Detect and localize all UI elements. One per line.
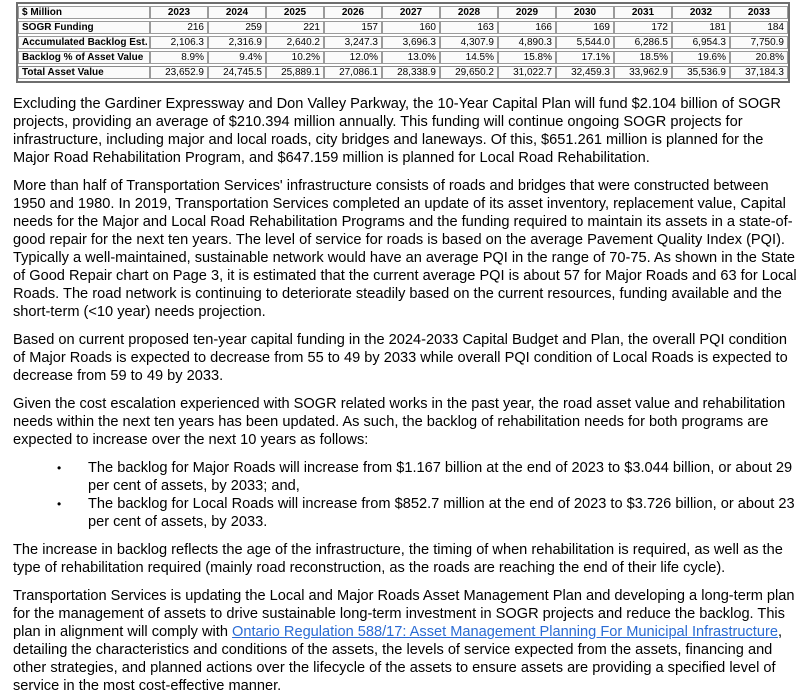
table-header-year: 2031 [614, 6, 672, 19]
bullet-icon: • [57, 461, 62, 475]
table-header-year: 2032 [672, 6, 730, 19]
table-cell: 7,750.9 [730, 36, 788, 49]
list-item: • The backlog for Major Roads will incre… [57, 459, 800, 495]
table-cell: 37,184.3 [730, 66, 788, 79]
table-header-year: 2027 [382, 6, 440, 19]
table-cell: 6,286.5 [614, 36, 672, 49]
paragraph-capital-plan-funding: Excluding the Gardiner Expressway and Do… [13, 96, 781, 166]
table-header-year: 2023 [150, 6, 208, 19]
table-cell: 221 [266, 21, 324, 34]
table-cell: 160 [382, 21, 440, 34]
table-cell: 24,745.5 [208, 66, 266, 79]
table-cell: 181 [672, 21, 730, 34]
table-row-total-asset-value: Total Asset Value 23,652.9 24,745.5 25,8… [18, 66, 788, 79]
table-cell: 15.8% [498, 51, 556, 64]
paragraph-pqi-projection: Based on current proposed ten-year capit… [13, 332, 788, 384]
table-cell: 2,316.9 [208, 36, 266, 49]
table-cell: 31,022.7 [498, 66, 556, 79]
list-item: • The backlog for Local Roads will incre… [57, 495, 800, 531]
table-cell: 29,650.2 [440, 66, 498, 79]
table-cell: 184 [730, 21, 788, 34]
table-cell: 163 [440, 21, 498, 34]
table-header-year: 2030 [556, 6, 614, 19]
paragraph-text-before-link: Transportation Services is updating the … [13, 588, 795, 640]
bullet-icon: • [57, 497, 62, 511]
table-cell: 5,544.0 [556, 36, 614, 49]
table-header-year: 2024 [208, 6, 266, 19]
table-cell: 28,338.9 [382, 66, 440, 79]
table-cell: 17.1% [556, 51, 614, 64]
paragraph-asset-management-plan: Transportation Services is updating the … [13, 587, 800, 695]
table-cell: 32,459.3 [556, 66, 614, 79]
bullet-text-major-roads: The backlog for Major Roads will increas… [88, 460, 793, 494]
table-row-sogr-funding: SOGR Funding 216 259 221 157 160 163 166… [18, 21, 788, 34]
table-header-year: 2028 [440, 6, 498, 19]
table-cell: 172 [614, 21, 672, 34]
table-cell: 14.5% [440, 51, 498, 64]
row-label: Backlog % of Asset Value [18, 51, 150, 64]
table-cell: 18.5% [614, 51, 672, 64]
table-cell: 157 [324, 21, 382, 34]
ontario-regulation-link[interactable]: Ontario Regulation 588/17: Asset Managem… [232, 624, 778, 640]
table-cell: 27,086.1 [324, 66, 382, 79]
table-cell: 4,890.3 [498, 36, 556, 49]
table-cell: 9.4% [208, 51, 266, 64]
table-cell: 8.9% [150, 51, 208, 64]
table-row-backlog-percent: Backlog % of Asset Value 8.9% 9.4% 10.2%… [18, 51, 788, 64]
paragraph-cost-escalation: Given the cost escalation experienced wi… [13, 396, 786, 448]
table-header-year: 2029 [498, 6, 556, 19]
table-cell: 2,106.3 [150, 36, 208, 49]
bullet-text-local-roads: The backlog for Local Roads will increas… [88, 496, 795, 530]
table-cell: 6,954.3 [672, 36, 730, 49]
backlog-bullet-list: • The backlog for Major Roads will incre… [13, 459, 800, 531]
table-cell: 20.8% [730, 51, 788, 64]
document-body: Excluding the Gardiner Expressway and Do… [13, 95, 800, 695]
table-cell: 25,889.1 [266, 66, 324, 79]
sogr-funding-table: $ Million 2023 2024 2025 2026 2027 2028 … [16, 2, 790, 83]
table-header-row: $ Million 2023 2024 2025 2026 2027 2028 … [18, 6, 788, 19]
table-cell: 35,536.9 [672, 66, 730, 79]
table-cell: 10.2% [266, 51, 324, 64]
row-label: SOGR Funding [18, 21, 150, 34]
row-label: Total Asset Value [18, 66, 150, 79]
table-cell: 33,962.9 [614, 66, 672, 79]
table-cell: 4,307.9 [440, 36, 498, 49]
table-header-year: 2025 [266, 6, 324, 19]
table-cell: 216 [150, 21, 208, 34]
table-cell: 19.6% [672, 51, 730, 64]
table-header-unit: $ Million [18, 6, 150, 19]
table-cell: 12.0% [324, 51, 382, 64]
table-cell: 2,640.2 [266, 36, 324, 49]
table-cell: 166 [498, 21, 556, 34]
table-cell: 169 [556, 21, 614, 34]
table-cell: 23,652.9 [150, 66, 208, 79]
row-label: Accumulated Backlog Est. [18, 36, 150, 49]
table-cell: 13.0% [382, 51, 440, 64]
paragraph-backlog-increase: The increase in backlog reflects the age… [13, 542, 783, 576]
table-cell: 3,247.3 [324, 36, 382, 49]
paragraph-infrastructure-overview: More than half of Transportation Service… [13, 178, 797, 320]
table-header-year: 2026 [324, 6, 382, 19]
table-header-year: 2033 [730, 6, 788, 19]
table-row-accumulated-backlog: Accumulated Backlog Est. 2,106.3 2,316.9… [18, 36, 788, 49]
table-cell: 3,696.3 [382, 36, 440, 49]
table-cell: 259 [208, 21, 266, 34]
